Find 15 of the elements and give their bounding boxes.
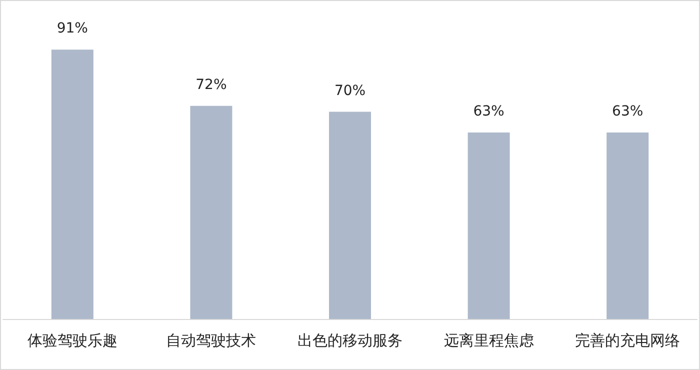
bar — [190, 106, 232, 319]
data-label: 63% — [473, 104, 504, 120]
x-tick-label: 自动驾驶技术 — [166, 332, 256, 350]
x-tick-label: 远离里程焦虑 — [444, 332, 534, 350]
x-tick-label: 完善的充电网络 — [575, 332, 680, 350]
bar — [468, 132, 510, 319]
data-label: 63% — [612, 104, 644, 120]
x-tick-label: 体验驾驶乐趣 — [27, 332, 118, 350]
bar — [51, 50, 94, 319]
data-label: 72% — [196, 76, 227, 93]
bar — [329, 112, 371, 319]
bar — [606, 132, 649, 319]
data-label: 70% — [334, 82, 366, 99]
data-label: 91% — [56, 20, 88, 37]
x-tick-label: 出色的移动服务 — [298, 332, 402, 350]
